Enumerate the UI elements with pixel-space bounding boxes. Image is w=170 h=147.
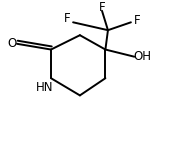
Text: F: F — [64, 12, 70, 25]
Text: F: F — [99, 1, 105, 14]
Text: O: O — [7, 37, 16, 50]
Text: OH: OH — [133, 50, 151, 63]
Text: F: F — [134, 14, 140, 27]
Text: HN: HN — [36, 81, 54, 94]
